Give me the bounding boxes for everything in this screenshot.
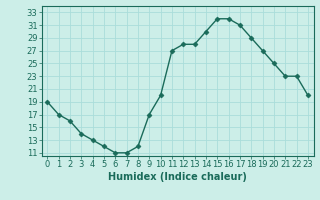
X-axis label: Humidex (Indice chaleur): Humidex (Indice chaleur) (108, 172, 247, 182)
